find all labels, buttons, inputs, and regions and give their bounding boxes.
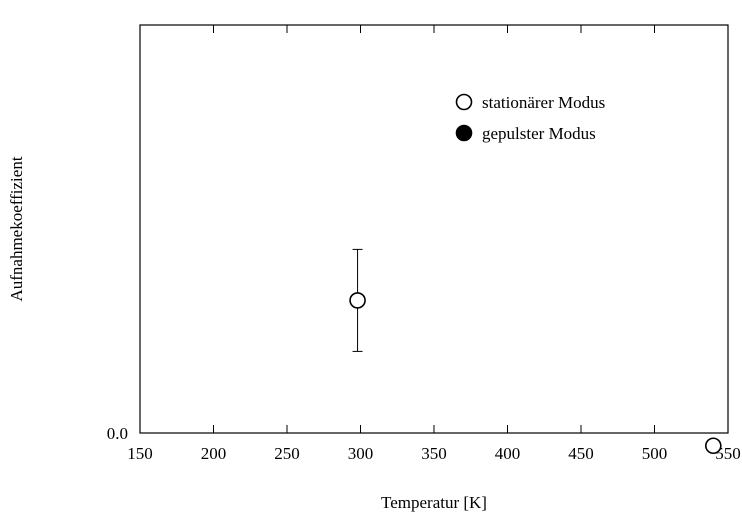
legend-marker (455, 124, 473, 142)
x-axis-label: Temperatur [K] (381, 493, 487, 512)
x-tick-label: 150 (127, 444, 153, 463)
y-tick-label: 0.0 (107, 424, 128, 443)
legend-marker (455, 93, 473, 111)
x-tick-label: 500 (642, 444, 668, 463)
legend-label: stationärer Modus (482, 93, 605, 112)
x-tick-label: 300 (348, 444, 374, 463)
y-axis: 0.04.0x10-38.0x10-31.2x10-21.6x10-2 (107, 424, 728, 443)
x-tick-label: 200 (201, 444, 227, 463)
x-tick-label: 550 (715, 444, 741, 463)
plot-area (139, 24, 729, 434)
x-tick-label: 450 (568, 444, 594, 463)
legend-label: gepulster Modus (482, 124, 596, 143)
x-tick-label: 250 (274, 444, 300, 463)
stationaerer-point (704, 437, 722, 455)
y-axis-label: Aufnahmekoeffizient (7, 156, 26, 301)
x-axis: 150 200 250 300 350 400 450 500 550 (127, 25, 741, 463)
data-points (349, 248, 722, 455)
stationaerer-point (349, 248, 366, 352)
open-circle-marker (704, 437, 722, 455)
open-circle-marker (349, 292, 366, 309)
x-tick-label: 400 (495, 444, 521, 463)
legend: stationärer Modus gepulster Modus (455, 93, 605, 143)
x-tick-label: 350 (421, 444, 447, 463)
